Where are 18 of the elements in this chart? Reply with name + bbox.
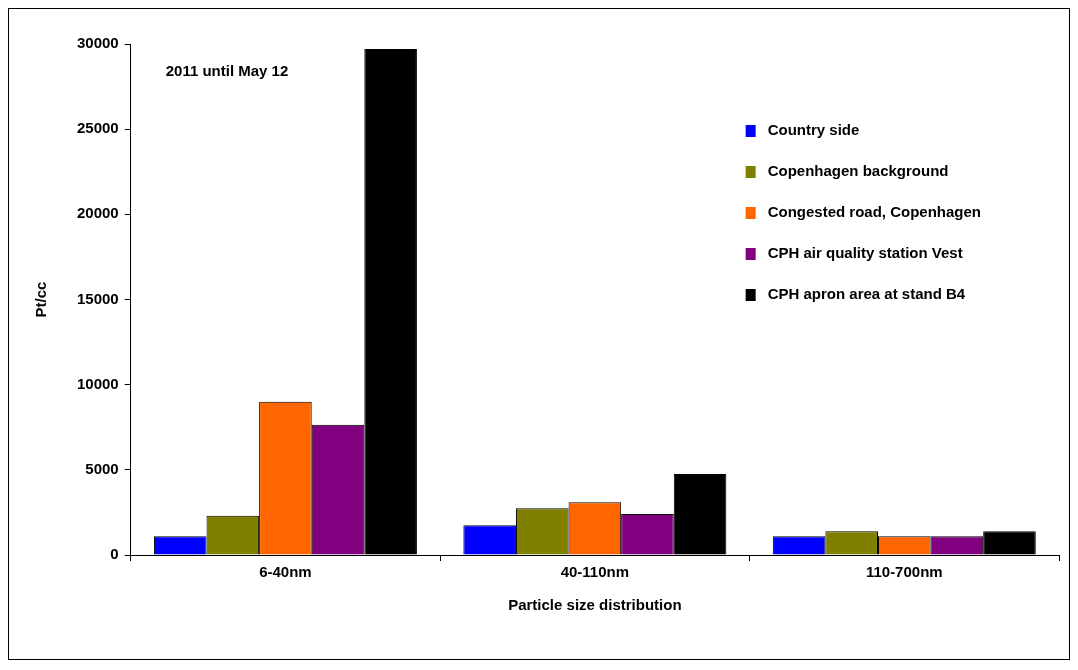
- y-tick-label: 10000: [76, 374, 119, 392]
- y-axis-title: Pt/cc: [32, 281, 50, 318]
- x-tick-label: 6-40nm: [259, 563, 312, 581]
- legend-label: CPH apron area at stand B4: [767, 285, 966, 303]
- y-tick-label: 0: [110, 545, 119, 563]
- x-tick-label: 110-700nm: [865, 563, 943, 581]
- legend-label: CPH air quality station Vest: [767, 244, 963, 262]
- legend-label: Copenhagen background: [767, 162, 949, 180]
- legend-label: Congested road, Copenhagen: [767, 203, 982, 221]
- legend-label: Country side: [767, 121, 860, 139]
- y-tick-label: 20000: [76, 204, 119, 222]
- y-tick-label: 30000: [76, 34, 119, 52]
- y-tick-label: 15000: [76, 289, 119, 307]
- x-axis-title: Particle size distribution: [508, 596, 682, 614]
- annotation: 2011 until May 12: [165, 62, 289, 80]
- y-tick-label: 5000: [85, 459, 119, 477]
- y-tick-label: 25000: [76, 119, 119, 137]
- x-tick-label: 40-110nm: [560, 563, 630, 581]
